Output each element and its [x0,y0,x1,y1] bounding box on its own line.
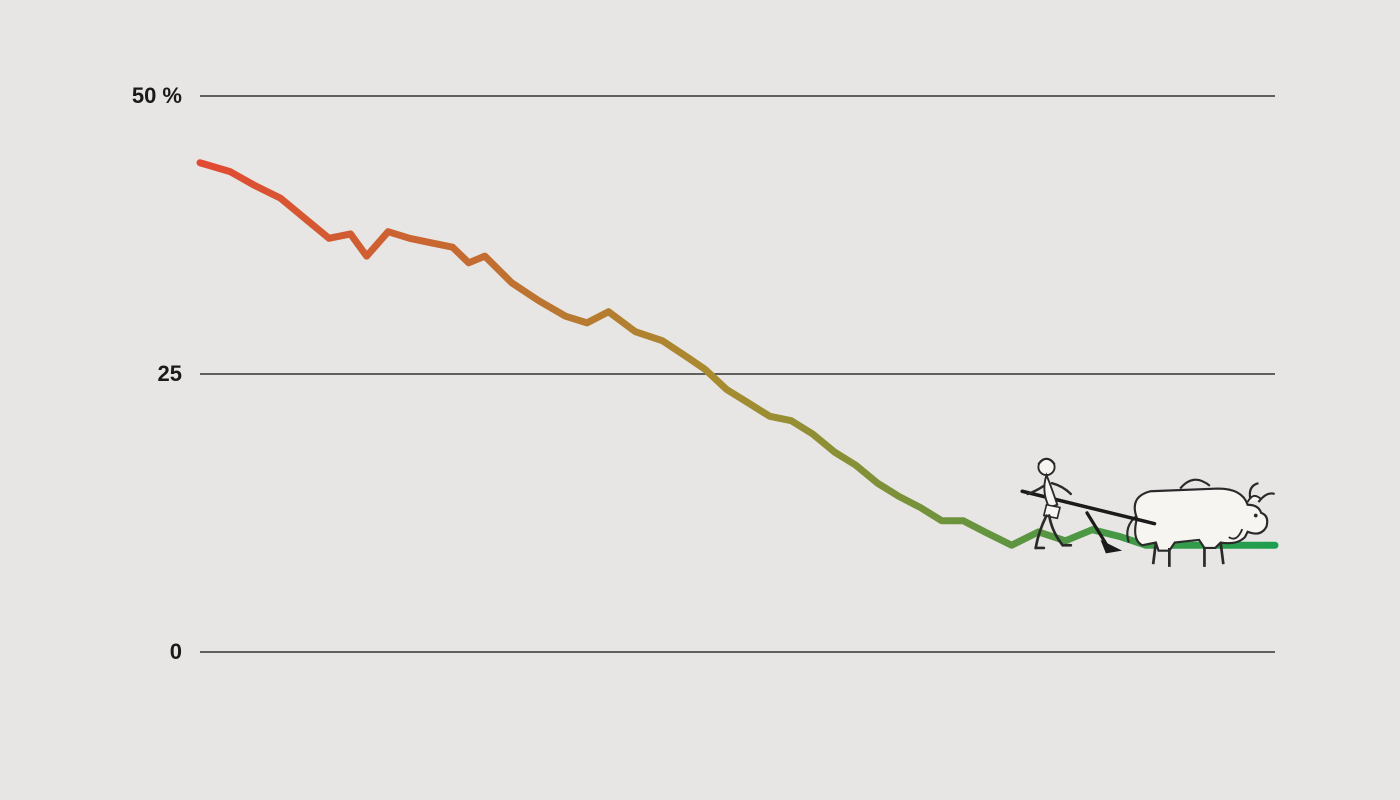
ytick-label: 50 % [132,83,182,108]
ytick-label: 0 [170,639,182,664]
chart-container: 0 25 50 % [0,0,1400,800]
ytick-label: 25 [158,361,182,386]
line-chart: 0 25 50 % [0,0,1400,800]
